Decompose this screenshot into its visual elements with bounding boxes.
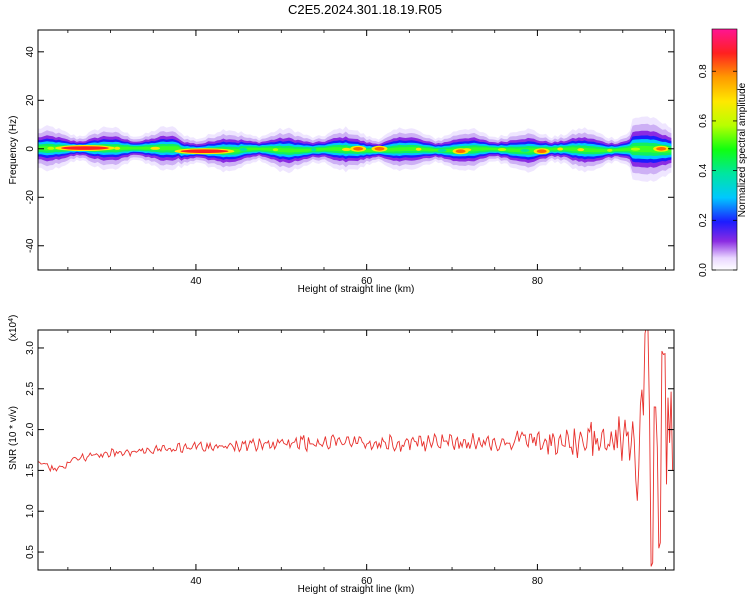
spectrogram-y-tick-label: -40 [25,238,36,253]
spectrogram-x-tick-label: 80 [532,276,544,287]
colorbar-ticks: 0.0 0.2 0.4 0.6 0.8 [698,64,737,277]
spectrogram-frame [37,29,675,271]
spectrogram-dot [47,146,55,150]
snr-x-tick-label: 80 [532,576,544,587]
snr-x-label: Height of straight line (km) [298,584,415,595]
spectrogram-dot [415,147,422,151]
spectrogram-y-tick-label: 40 [25,46,36,58]
spectrogram-hotspot [455,149,466,154]
spectrogram-dot [239,147,248,151]
snr-y-tick-label: 1.5 [25,463,36,477]
snr-y-tick-label: 1.0 [25,504,36,518]
colorbar-frame [711,28,738,271]
snr-plot-area [38,330,674,570]
spectrogram-dot [341,147,352,151]
spectrogram-dot [437,148,447,152]
spectrogram-dot [150,146,161,150]
snr-series-line [38,330,674,567]
snr-y-multiplier: (x104) [8,315,20,342]
colorbar-label: Normalized spectral amplitude [737,82,748,217]
colorbar-tick-label: 0.8 [698,64,709,78]
spectrogram-dot [557,147,564,151]
figure-title: C2E5.2024.301.18.19.R05 [288,2,442,17]
snr-y-tick-label: 2.0 [25,422,36,436]
snr-frame [37,329,675,571]
spectrogram-hotspot [374,146,385,151]
spectrogram-hotspot [536,149,547,154]
snr-y-tick-label: 0.5 [25,545,36,559]
snr-x-tick-label: 40 [190,576,202,587]
spectrogram-x-tick-label: 40 [190,276,202,287]
snr-y-tick-label: 3.0 [25,341,36,355]
spectrogram-dot [607,148,613,152]
spectrogram-hotspot [353,146,364,151]
spectrogram-y-tick-label: 20 [25,94,36,106]
spectrogram-dot [520,148,530,152]
spectrogram-y-label: Frequency (Hz) [8,116,19,185]
spectrogram-dot [630,147,641,151]
spectrogram-hotspot [180,149,229,154]
snr-y-label: SNR (10 * v/v) [8,406,19,470]
spectrogram-axes: 40 60 80 40 20 0 -20 -40 [25,30,674,287]
colorbar: 0.0 0.2 0.4 0.6 0.8 Normalized spectral ampl… [698,28,748,277]
spectrogram-dot [272,148,279,152]
spectrogram-hotspot [656,146,667,151]
spectrogram-panel: 40 60 80 40 20 0 -20 -40 Height of straight lin… [8,29,675,295]
snr-panel: 40 60 80 0.5 1.0 1.5 2.0 2.5 3.0 Height of strai… [8,315,675,595]
spectrogram-dot [114,146,121,150]
colorbar-tick-label: 0.0 [698,263,709,277]
snr-y-tick-label: 2.5 [25,381,36,395]
spectrogram-dot [311,148,317,152]
colorbar-tick-label: 0.4 [698,163,709,177]
colorbar-gradient [712,29,737,270]
spectrogram-layers [38,116,672,182]
colorbar-tick-label: 0.2 [698,213,709,227]
snr-x-tick-label: 60 [361,576,373,587]
spectrogram-y-tick-label: 0 [25,146,36,152]
colorbar-tick-label: 0.6 [698,114,709,128]
spectrogram-hotspot [60,146,109,150]
spectrogram-dot [497,148,507,152]
spectrogram-y-tick-label: -20 [25,190,36,205]
spectrogram-x-tick-label: 60 [361,276,373,287]
spectrogram-dot [577,148,585,152]
spectrogram-x-label: Height of straight line (km) [298,284,415,295]
